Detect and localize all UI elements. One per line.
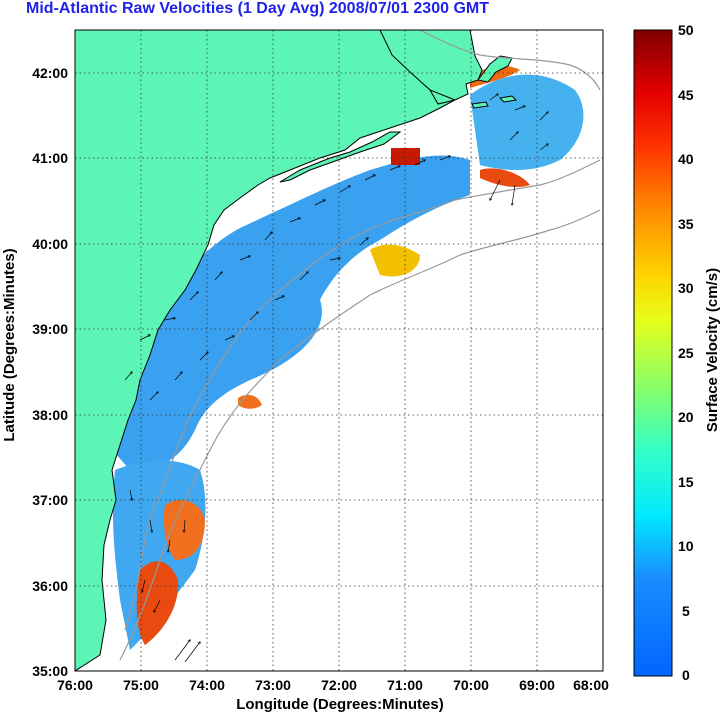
plot-frame xyxy=(74,29,604,672)
land-mainland xyxy=(75,30,483,671)
x-tick-label: 68:00 xyxy=(573,677,609,693)
velocity-vectors xyxy=(124,94,548,663)
land-marthas-vineyard xyxy=(471,101,489,109)
colorbar-tick-label: 40 xyxy=(678,151,694,167)
colorbar-tick-label: 10 xyxy=(678,538,694,554)
colorbar-tick-label: 35 xyxy=(678,216,694,232)
x-tick-label: 75:00 xyxy=(123,677,159,693)
y-tick-label: 40:00 xyxy=(32,236,68,252)
colorbar: 50 45 40 35 30 25 20 15 10 5 0 Surface V… xyxy=(633,22,721,683)
y-tick-label: 36:00 xyxy=(32,578,68,594)
colorbar-tick-label: 25 xyxy=(678,345,694,361)
y-tick-label: 39:00 xyxy=(32,321,68,337)
x-tick-label: 70:00 xyxy=(453,677,489,693)
colorbar-tick-label: 45 xyxy=(678,87,694,103)
colorbar-tick-label: 5 xyxy=(682,603,690,619)
colorbar-tick-label: 30 xyxy=(678,280,694,296)
y-tick-label: 35:00 xyxy=(32,663,68,679)
x-tick-label: 71:00 xyxy=(387,677,423,693)
x-tick-label: 74:00 xyxy=(189,677,225,693)
land-nantucket xyxy=(498,95,518,103)
x-tick-label: 69:00 xyxy=(519,677,555,693)
x-axis: 76:00 75:00 74:00 73:00 72:00 71:00 70:0… xyxy=(57,677,609,713)
x-tick-label: 73:00 xyxy=(255,677,291,693)
colorbar-gradient xyxy=(633,29,673,677)
y-axis-label: Latitude (Degrees:Minutes) xyxy=(1,248,18,441)
colorbar-tick-label: 15 xyxy=(678,474,694,490)
land-long-island xyxy=(279,131,402,183)
colorbar-tick-label: 20 xyxy=(678,409,694,425)
y-tick-label: 42:00 xyxy=(32,65,68,81)
y-tick-label: 38:00 xyxy=(32,407,68,423)
colorbar-tick-label: 50 xyxy=(678,22,694,38)
chart-title: Mid-Atlantic Raw Velocities (1 Day Avg) … xyxy=(26,0,489,17)
x-tick-label: 72:00 xyxy=(321,677,357,693)
y-axis: 42:00 41:00 40:00 39:00 38:00 37:00 36:0… xyxy=(1,65,68,679)
bathymetry-contours xyxy=(119,30,601,661)
colorbar-tick-label: 0 xyxy=(682,667,690,683)
x-axis-label: Longitude (Degrees:Minutes) xyxy=(236,696,444,713)
colorbar-label: Surface Velocity (cm/s) xyxy=(704,268,721,432)
y-tick-label: 37:00 xyxy=(32,492,68,508)
x-tick-label: 76:00 xyxy=(57,677,93,693)
land-cape-cod xyxy=(477,55,513,83)
graticule xyxy=(75,30,603,671)
y-tick-label: 41:00 xyxy=(32,150,68,166)
